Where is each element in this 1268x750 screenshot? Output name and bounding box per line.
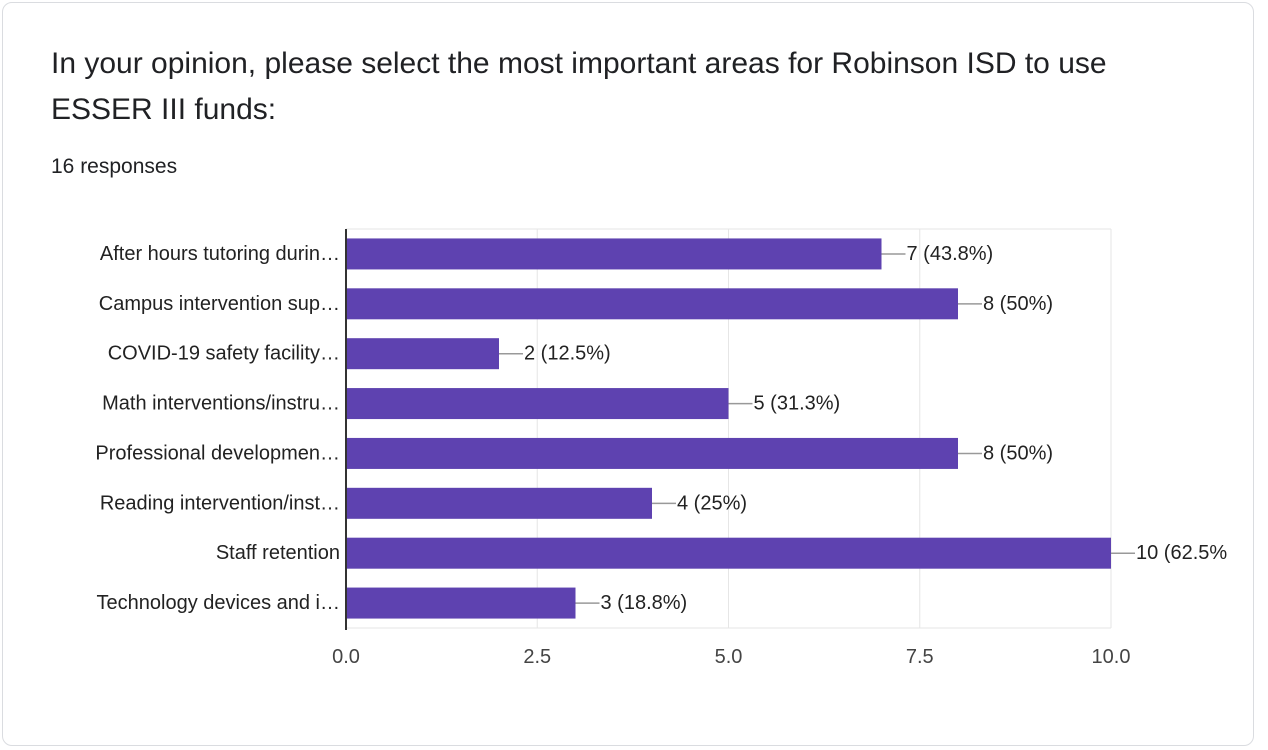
data-label-1: 8 (50%) [983, 293, 1053, 315]
category-label-5: Reading intervention/inst… [100, 492, 340, 514]
category-label-4: Professional developmen… [95, 442, 340, 464]
bar-7 [346, 587, 576, 619]
x-tick-label-0: 0.0 [332, 646, 360, 668]
bar-6 [346, 537, 1111, 569]
x-tick-label-3: 7.5 [906, 646, 934, 668]
data-label-4: 8 (50%) [983, 442, 1053, 464]
data-label-0: 7 (43.8%) [907, 243, 994, 265]
data-label-7: 3 (18.8%) [601, 592, 688, 614]
category-label-3: Math interventions/instru… [102, 393, 340, 415]
x-tick-label-2: 5.0 [715, 646, 743, 668]
data-label-3: 5 (31.3%) [754, 393, 841, 415]
category-label-7: Technology devices and i… [97, 592, 340, 614]
x-tick-label-1: 2.5 [523, 646, 551, 668]
question-card: In your opinion, please select the most … [2, 2, 1254, 746]
data-label-2: 2 (12.5%) [524, 343, 611, 365]
data-label-6: 10 (62.5% [1136, 542, 1227, 564]
category-label-6: Staff retention [216, 542, 340, 564]
bar-1 [346, 288, 958, 320]
bar-5 [346, 487, 652, 519]
x-tick-label-4: 10.0 [1092, 646, 1131, 668]
category-label-1: Campus intervention sup… [99, 293, 340, 315]
question-title: In your opinion, please select the most … [51, 47, 1107, 126]
category-label-0: After hours tutoring durin… [100, 243, 340, 265]
bar-4 [346, 437, 958, 469]
category-label-2: COVID-19 safety facility… [108, 343, 340, 365]
bar-0 [346, 238, 882, 270]
bar-2 [346, 338, 499, 370]
bar-3 [346, 388, 729, 420]
response-count: 16 responses [51, 155, 178, 178]
data-label-5: 4 (25%) [677, 492, 747, 514]
